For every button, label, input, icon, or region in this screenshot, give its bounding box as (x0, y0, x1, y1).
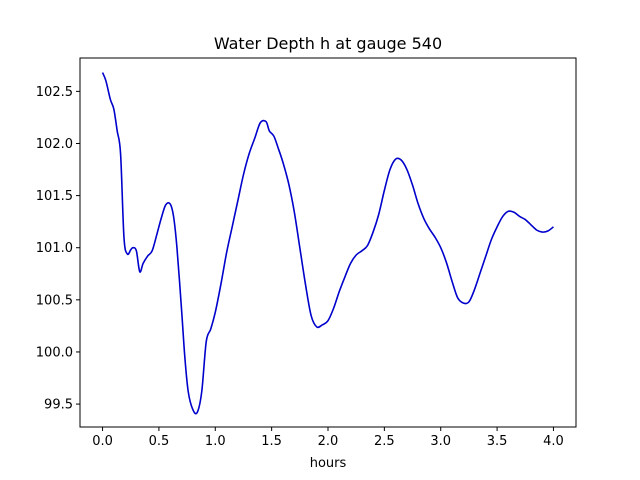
x-axis: 0.0 0.5 1.0 1.5 2.0 2.5 3.0 3.5 4.0 (92, 427, 564, 449)
x-tick-label: 3.5 (487, 434, 508, 449)
y-tick-label: 99.5 (44, 398, 73, 413)
x-tick-label: 0.0 (92, 434, 113, 449)
y-tick-label: 100.0 (36, 345, 73, 360)
y-tick-label: 102.0 (36, 137, 73, 152)
x-tick-label: 1.0 (205, 434, 226, 449)
x-axis-label: hours (310, 456, 347, 471)
x-tick-label: 1.5 (261, 434, 282, 449)
y-tick-label: 101.0 (36, 241, 73, 256)
y-tick-label: 102.5 (36, 85, 73, 100)
plot-area (101, 72, 554, 415)
y-tick-label: 100.5 (36, 293, 73, 308)
y-axis: 99.5 100.0 100.5 101.0 101.5 102.0 102.5 (36, 85, 80, 413)
x-tick-label: 0.5 (149, 434, 170, 449)
x-tick-label: 3.0 (430, 434, 451, 449)
x-tick-label: 2.5 (374, 434, 395, 449)
x-tick-label: 4.0 (543, 434, 564, 449)
y-tick-label: 101.5 (36, 189, 73, 204)
x-tick-label: 2.0 (318, 434, 339, 449)
chart-title: Water Depth h at gauge 540 (214, 34, 442, 53)
series-line (101, 72, 554, 415)
